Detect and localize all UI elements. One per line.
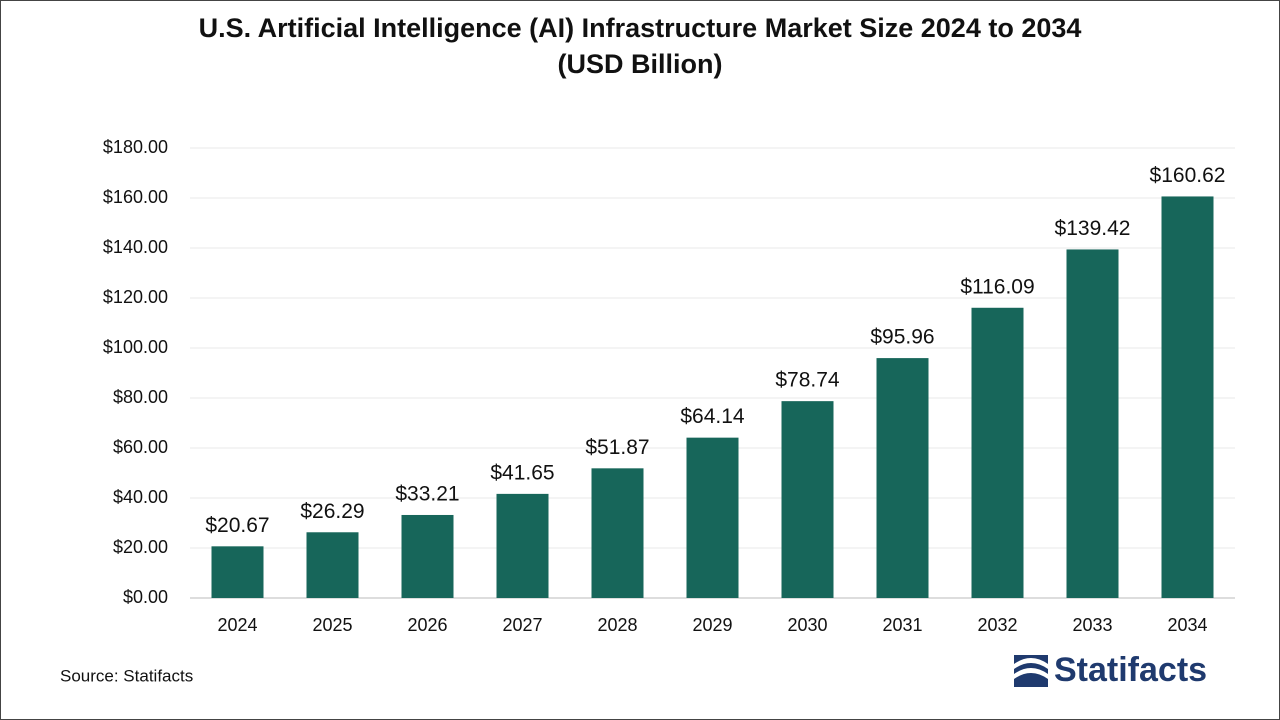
- value-label: $20.67: [205, 514, 269, 537]
- bar: [971, 307, 1024, 598]
- bar: [876, 358, 929, 598]
- bar: [401, 514, 454, 598]
- value-label: $64.14: [680, 405, 745, 428]
- y-tick-label: $100.00: [103, 337, 168, 357]
- value-label: $51.87: [585, 436, 649, 459]
- y-tick-label: $120.00: [103, 287, 168, 307]
- chart-title: (USD Billion): [558, 49, 723, 79]
- x-tick-label: 2031: [882, 615, 922, 635]
- y-tick-label: $60.00: [113, 437, 168, 457]
- value-label: $160.62: [1150, 164, 1226, 187]
- bar: [1066, 249, 1119, 598]
- x-tick-label: 2027: [502, 615, 542, 635]
- value-label: $139.42: [1055, 217, 1131, 240]
- x-tick-label: 2025: [312, 615, 352, 635]
- y-tick-label: $140.00: [103, 237, 168, 257]
- bar: [211, 546, 264, 598]
- x-tick-label: 2034: [1167, 615, 1207, 635]
- bar: [496, 493, 549, 598]
- logo-icon: [1014, 655, 1048, 687]
- bar: [591, 468, 644, 598]
- bar: [1161, 196, 1214, 598]
- value-label: $116.09: [960, 275, 1034, 298]
- y-tick-label: $20.00: [113, 537, 168, 557]
- x-tick-label: 2033: [1072, 615, 1112, 635]
- value-label: $78.74: [775, 369, 840, 392]
- y-tick-label: $160.00: [103, 187, 168, 207]
- x-tick-label: 2030: [787, 615, 827, 635]
- logo: Statifacts: [1054, 651, 1207, 689]
- bar: [306, 532, 359, 598]
- value-label: $41.65: [490, 461, 554, 484]
- value-label: $33.21: [395, 483, 459, 506]
- y-tick-label: $80.00: [113, 387, 168, 407]
- bar: [781, 401, 834, 598]
- x-tick-label: 2024: [217, 615, 257, 635]
- y-tick-label: $180.00: [103, 137, 168, 157]
- y-tick-label: $40.00: [113, 487, 168, 507]
- source: Source: Statifacts: [60, 666, 193, 685]
- y-tick-label: $0.00: [123, 587, 168, 607]
- x-tick-label: 2028: [597, 615, 637, 635]
- x-tick-label: 2032: [977, 615, 1017, 635]
- x-tick-label: 2026: [407, 615, 447, 635]
- value-label: $26.29: [300, 500, 364, 523]
- bar: [686, 437, 739, 598]
- x-tick-label: 2029: [692, 615, 732, 635]
- value-label: $95.96: [870, 326, 934, 349]
- chart-title: U.S. Artificial Intelligence (AI) Infras…: [199, 13, 1082, 43]
